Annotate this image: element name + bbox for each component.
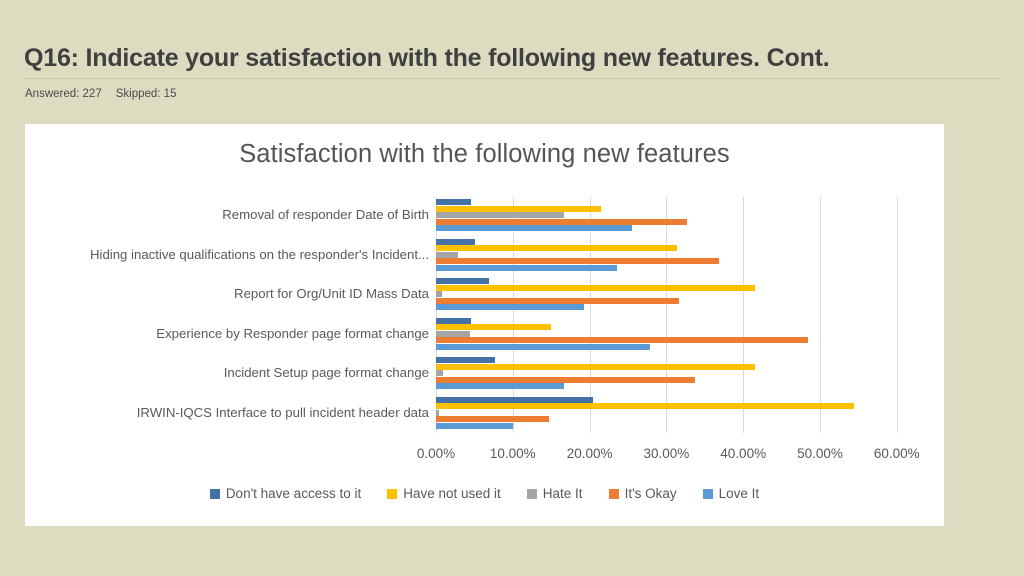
legend-item[interactable]: Hate It (526, 486, 583, 501)
chart-bar (436, 264, 618, 271)
chart-gridline (820, 197, 821, 433)
chart-bar (436, 337, 808, 344)
chart-bar (436, 409, 440, 416)
y-axis-category-label: Experience by Responder page format chan… (156, 325, 429, 341)
chart-gridline (743, 197, 745, 433)
chart-bar (436, 422, 513, 429)
y-axis-category-label: Hiding inactive qualifications on the re… (90, 246, 429, 262)
y-axis-category-label: IRWIN-IQCS Interface to pull incident he… (136, 404, 429, 420)
chart-bar (436, 245, 678, 252)
chart-bar (436, 383, 565, 390)
y-axis-category-label: Removal of responder Date of Birth (222, 207, 429, 222)
chart-bar (436, 403, 854, 410)
chart-bar (436, 343, 651, 350)
chart-gridline (512, 197, 514, 433)
title-divider (24, 78, 1000, 79)
chart-bar (436, 416, 549, 423)
chart-bar (436, 205, 602, 212)
chart-bar (436, 291, 443, 298)
x-axis-tick-label: 10.00% (489, 446, 536, 461)
legend-swatch-icon (209, 488, 220, 499)
chart-card: Satisfaction with the following new feat… (25, 124, 944, 526)
chart-bar (436, 396, 593, 403)
chart-bar (436, 251, 459, 258)
legend-swatch-icon (526, 488, 537, 499)
x-axis-tick-label: 20.00% (566, 446, 613, 461)
chart-gridline (896, 197, 898, 433)
x-axis-tick-label: 50.00% (797, 446, 843, 461)
legend-label: Love It (718, 486, 760, 501)
chart-gridline (666, 197, 668, 433)
chart-bar (436, 376, 695, 383)
chart-legend: Don't have access to it Have not used it H… (25, 486, 944, 501)
chart-gridline (436, 197, 437, 433)
chart-bar (436, 324, 552, 331)
chart-bar (436, 357, 496, 363)
chart-bar (436, 199, 472, 205)
legend-swatch-icon (608, 488, 619, 499)
answered-count: Answered: 227 (25, 88, 102, 100)
legend-label: Don't have access to it (225, 486, 362, 501)
page-title: Q16: Indicate your satisfaction with the… (24, 44, 830, 72)
x-axis-tick-label: 30.00% (643, 446, 690, 461)
legend-label: Have not used it (403, 486, 501, 501)
chart-bar (436, 225, 632, 232)
chart-gridline (589, 197, 591, 433)
y-axis-category-label: Incident Setup page format change (223, 365, 429, 380)
chart-title: Satisfaction with the following new feat… (239, 140, 730, 168)
legend-item[interactable]: It's Okay (608, 486, 677, 501)
y-axis-category-label: Report for Org/Unit ID Mass Data (234, 286, 429, 301)
chart-bar (436, 212, 565, 219)
legend-swatch-icon (702, 488, 713, 499)
chart-bar (436, 258, 719, 265)
chart-bar (436, 218, 688, 225)
legend-item[interactable]: Love It (702, 486, 760, 501)
chart-bar (436, 278, 489, 284)
chart-bar (436, 297, 679, 304)
chart-bar (436, 330, 470, 337)
chart-bar (436, 370, 443, 377)
chart-bar (436, 363, 756, 370)
chart-plot-area: 0.00% 10.00% 20.00% 30.00% 40.00% 50.00% 60.00… (25, 124, 944, 526)
legend-label: Hate It (542, 486, 583, 501)
legend-swatch-icon (387, 488, 398, 499)
legend-item[interactable]: Have not used it (387, 486, 501, 501)
x-axis-tick-label: 0.00% (416, 446, 456, 461)
chart-bar (436, 284, 755, 291)
response-counts: Answered: 227 Skipped: 15 (25, 88, 176, 100)
chart-bar (436, 304, 585, 311)
chart-bar (436, 317, 471, 324)
skipped-count: Skipped: 15 (115, 88, 177, 100)
legend-label: It's Okay (624, 486, 677, 501)
x-axis-tick-label: 40.00% (720, 446, 767, 461)
chart-bar (436, 238, 476, 245)
x-axis-tick-label: 60.00% (873, 446, 920, 461)
legend-item[interactable]: Don't have access to it (209, 486, 362, 501)
